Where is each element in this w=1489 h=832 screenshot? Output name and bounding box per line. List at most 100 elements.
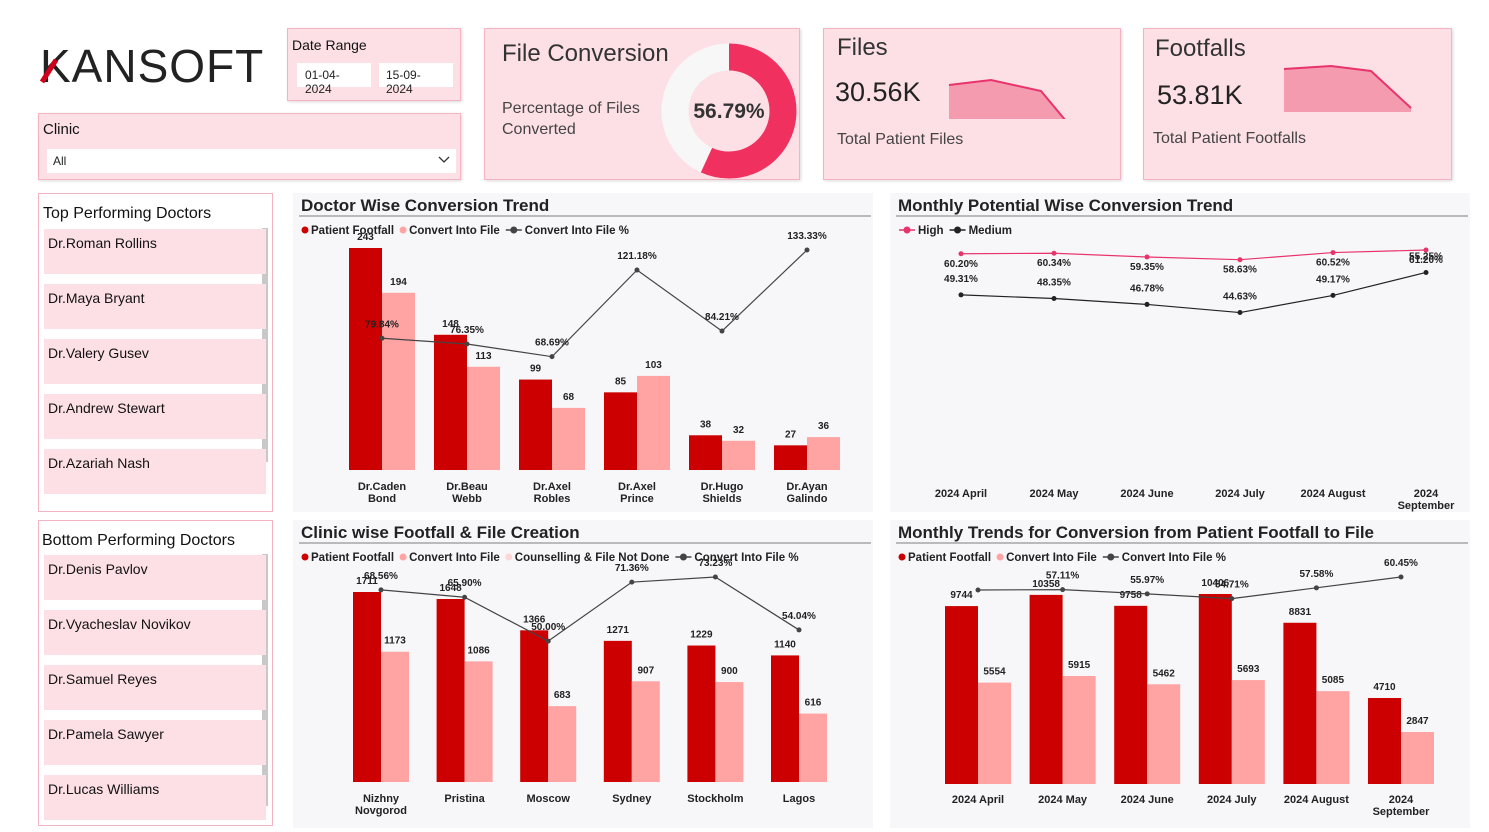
value-label: 54.71%: [1215, 580, 1249, 591]
legend-marker: [399, 226, 407, 234]
line-point: [1144, 301, 1150, 307]
value-label: 148: [442, 319, 459, 330]
title: Files: [837, 34, 888, 61]
value-label: 1086: [467, 645, 490, 656]
legend-label: Patient Footfall: [311, 552, 394, 564]
x-tick-label: Dr.Caden Bond: [358, 481, 407, 505]
line-point: [1060, 587, 1066, 593]
value-label: 10358: [1032, 579, 1060, 590]
bar: [1316, 691, 1350, 784]
bar: [604, 392, 637, 470]
value-label: 76.35%: [450, 325, 484, 336]
legend-marker: [510, 226, 518, 234]
caption: Total Patient Footfalls: [1153, 130, 1306, 147]
subtitle: Percentage of Files Converted: [502, 100, 640, 138]
value-label: 900: [721, 666, 738, 677]
caption: Total Patient Files: [837, 131, 964, 148]
date-end[interactable]: 15-09-2024: [379, 63, 453, 96]
value-label: 50.00%: [531, 622, 565, 633]
value-label: 121.18%: [617, 251, 657, 262]
line-point: [462, 594, 468, 600]
list-item[interactable]: Dr.Lucas Williams: [44, 775, 266, 820]
value-label: 46.78%: [1130, 283, 1164, 294]
bar: [1029, 594, 1063, 784]
dropdown[interactable]: All: [47, 149, 456, 173]
list-item[interactable]: Dr.Maya Bryant: [44, 284, 266, 329]
value-label: 5085: [1322, 675, 1345, 686]
file-conversion-card: File Conversion Percentage of Files Conv…: [484, 28, 800, 180]
bar: [1147, 684, 1181, 784]
list-item[interactable]: Dr.Andrew Stewart: [44, 394, 266, 439]
bar: [1231, 680, 1265, 784]
kpi-value: 53.81K: [1157, 80, 1243, 110]
value-label: 2847: [1406, 716, 1429, 727]
donut-label: 56.79%: [693, 100, 765, 123]
list-item[interactable]: Dr.Valery Gusev: [44, 339, 266, 384]
value-label: 84.21%: [705, 312, 739, 323]
value-label: 55.97%: [1130, 575, 1164, 586]
bar: [603, 640, 632, 782]
kpi-value: 30.56K: [835, 77, 921, 107]
bar: [715, 682, 744, 782]
line-point: [545, 638, 551, 644]
list-title: Bottom Performing Doctors: [42, 532, 235, 549]
date-start[interactable]: 01-04-2024: [297, 63, 371, 96]
legend-marker: [679, 553, 687, 561]
selected: All: [53, 154, 67, 168]
value-label: 60.34%: [1037, 258, 1071, 269]
sparkline: [948, 78, 1066, 119]
x-tick-label: 2024 July: [1215, 488, 1265, 500]
value-label: 68.56%: [364, 571, 398, 582]
bar: [548, 706, 577, 782]
value-label: 68: [563, 392, 575, 403]
value-label: 71.36%: [615, 563, 649, 574]
x-tick-label: 2024 September: [1398, 488, 1456, 512]
value-label: 60.45%: [1384, 558, 1418, 569]
x-tick-label: Dr.Axel Robles: [533, 481, 571, 505]
list-item[interactable]: Dr.Azariah Nash: [44, 449, 266, 494]
line-point: [1237, 257, 1243, 263]
legend-marker: [399, 553, 407, 561]
x-tick-label: 2024 April: [952, 794, 1004, 806]
value-label: 616: [805, 698, 822, 709]
value-label: 57.11%: [1046, 571, 1079, 582]
line-point: [958, 251, 964, 257]
value-label: 32: [733, 425, 745, 436]
legend-marker: [301, 226, 309, 234]
clinic-filter: Clinic All: [38, 113, 461, 180]
value-label: 55.25%: [1409, 251, 1443, 262]
bar: [381, 651, 409, 782]
value-label: 49.31%: [944, 274, 978, 285]
legend-label: Convert Into File: [1006, 552, 1097, 564]
x-tick-label: Dr.Axel Prince: [618, 481, 656, 505]
line-point: [379, 335, 385, 341]
value-label: 9758: [1120, 590, 1143, 601]
logo-text: KANSOFT: [40, 40, 264, 90]
list-item[interactable]: Dr.Denis Pavlov: [44, 555, 266, 600]
list-item[interactable]: Dr.Pamela Sawyer: [44, 720, 266, 765]
list-item[interactable]: Dr.Samuel Reyes: [44, 665, 266, 710]
top-doctors: Top Performing Doctors Dr.Roman Rollins D…: [38, 193, 273, 512]
list-item[interactable]: Dr.Roman Rollins: [44, 229, 266, 274]
bar: [467, 366, 500, 470]
value-label: 65.90%: [448, 578, 482, 589]
value-label: 5915: [1068, 660, 1091, 671]
x-tick-label: Stockholm: [687, 793, 743, 805]
x-tick-label: Lagos: [783, 793, 815, 805]
value-label: 5554: [983, 667, 1006, 678]
chart-title: Monthly Potential Wise Conversion Trend: [898, 196, 1233, 215]
value-label: 59.35%: [1130, 262, 1164, 273]
value-label: 1140: [774, 639, 796, 650]
legend-label: Convert Into File %: [525, 225, 629, 237]
x-tick-label: Dr.Ayan Galindo: [786, 481, 827, 505]
bar: [349, 248, 382, 470]
value-label: 38: [700, 419, 712, 430]
line: [960, 249, 1427, 261]
chart-title: Doctor Wise Conversion Trend: [301, 196, 549, 215]
legend-label: Patient Footfall: [908, 552, 991, 564]
line-point: [634, 267, 640, 273]
value-label: 85: [615, 376, 627, 387]
list-item[interactable]: Dr.Vyacheslav Novikov: [44, 610, 266, 655]
line-point: [1144, 591, 1150, 597]
